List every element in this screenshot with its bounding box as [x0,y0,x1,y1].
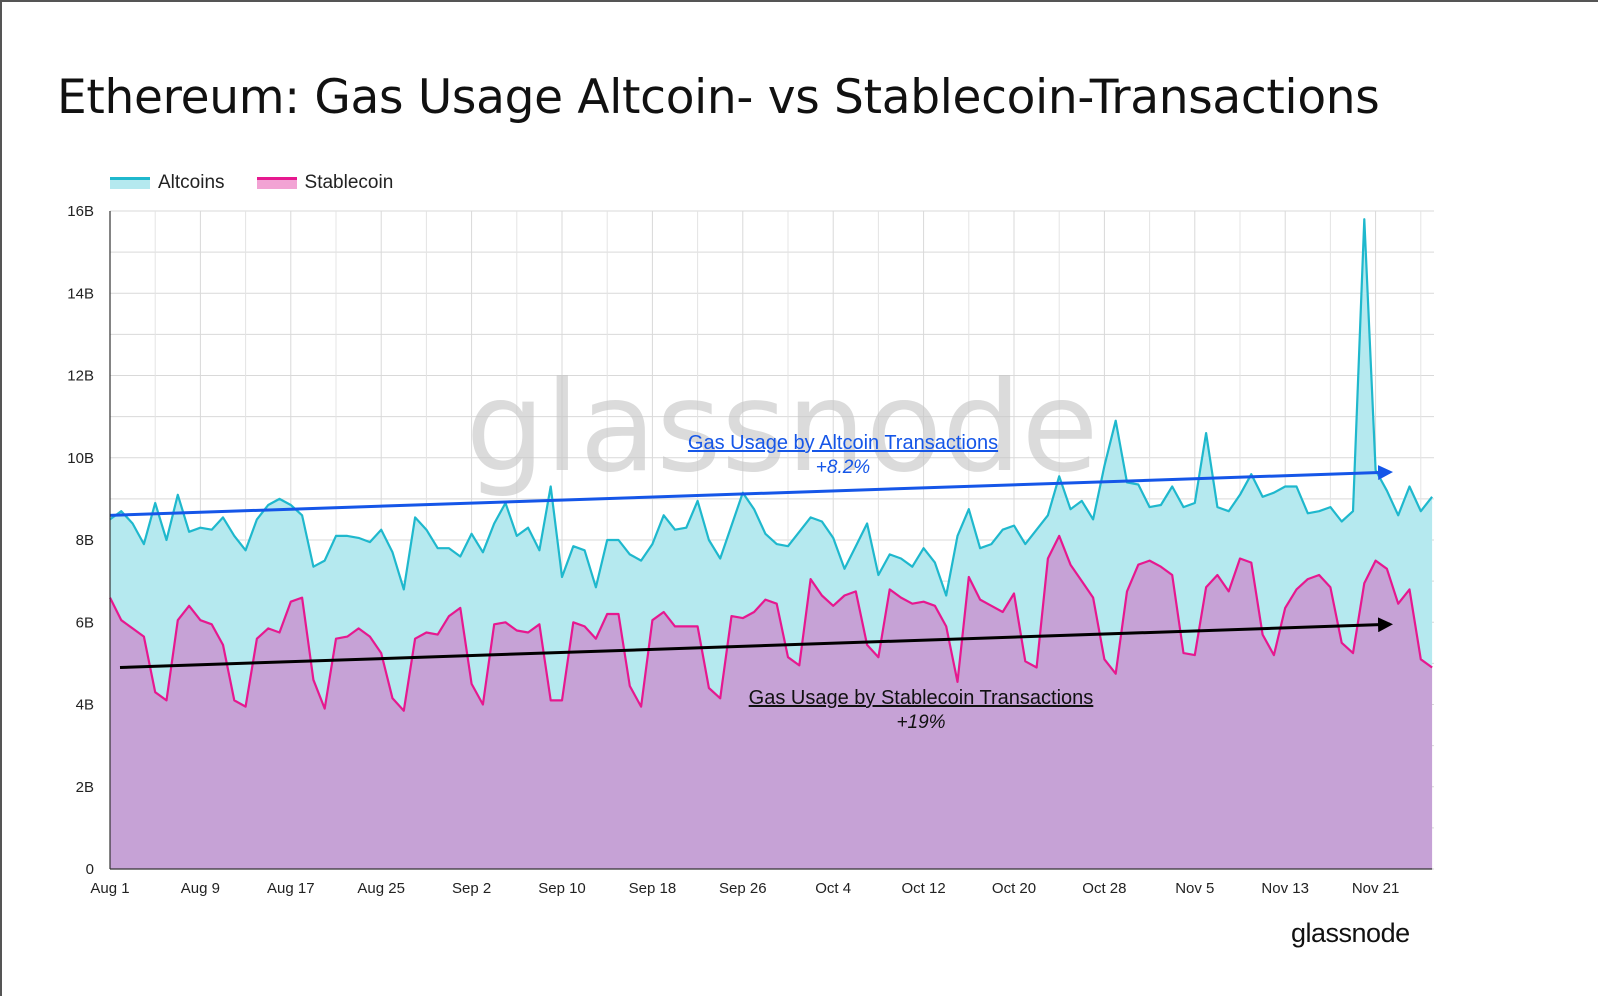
x-tick-label: Oct 28 [1082,880,1126,897]
x-tick-label: Sep 2 [452,880,491,897]
x-tick-label: Sep 10 [538,880,586,897]
trend-lines [109,465,1393,669]
y-tick-label: 2B [76,779,94,796]
altcoin-annotation-title: Gas Usage by Altcoin Transactions [688,432,998,454]
x-tick-label: Aug 25 [357,880,405,897]
area-series [109,218,1433,869]
x-tick-label: Aug 1 [90,880,129,897]
brand-logo-text: glassnode [1291,918,1410,948]
chart-legend: Altcoins Stablecoin [110,172,393,194]
x-tick-label: Oct 12 [902,880,946,897]
y-tick-label: 10B [67,450,94,467]
altcoin-trend-arrow [109,465,1393,517]
x-tick-label: Oct 4 [815,880,851,897]
y-tick-label: 8B [76,532,94,549]
chart-title: Ethereum: Gas Usage Altcoin- vs Stableco… [57,70,1380,125]
x-tick-label: Sep 18 [629,880,677,897]
legend-swatch-altcoins [110,177,150,189]
stablecoin-line [109,534,1433,712]
x-tick-label: Oct 20 [992,880,1036,897]
axes: 0 2B 4B 6B 8B 10B 12B 14B 16B Aug 1 Aug 9 Aug 17 Aug… [67,203,1433,897]
legend-label-stablecoin: Stablecoin [304,172,394,193]
y-tick-label: 4B [76,697,94,714]
stablecoin-area [110,535,1433,869]
x-tick-label: Aug 17 [267,880,315,897]
y-tick-label: 6B [76,614,94,631]
y-tick-label: 0 [86,861,94,878]
y-tick-label: 12B [67,368,94,385]
stablecoin-annotation-title: Gas Usage by Stablecoin Transactions [749,687,1094,709]
legend-label-altcoins: Altcoins [158,172,225,193]
altcoin-annotation-pct: +8.2% [816,457,871,478]
stablecoin-trend-arrow [119,617,1393,669]
legend-item-stablecoin[interactable]: Stablecoin [256,172,394,194]
legend-item-altcoins[interactable]: Altcoins [110,172,225,194]
stablecoin-annotation-pct: +19% [896,712,945,733]
x-tick-label: Sep 26 [719,880,767,897]
x-tick-label: Nov 5 [1175,880,1214,897]
altcoins-line [109,218,1433,597]
y-tick-label: 14B [67,285,94,302]
watermark-text: glassnode [466,355,1099,500]
y-tick-label: 16B [67,203,94,220]
altcoins-area [110,219,1433,711]
legend-swatch-stablecoin [256,177,297,189]
x-tick-label: Aug 9 [181,880,220,897]
x-tick-label: Nov 21 [1352,880,1400,897]
x-tick-label: Nov 13 [1261,880,1309,897]
